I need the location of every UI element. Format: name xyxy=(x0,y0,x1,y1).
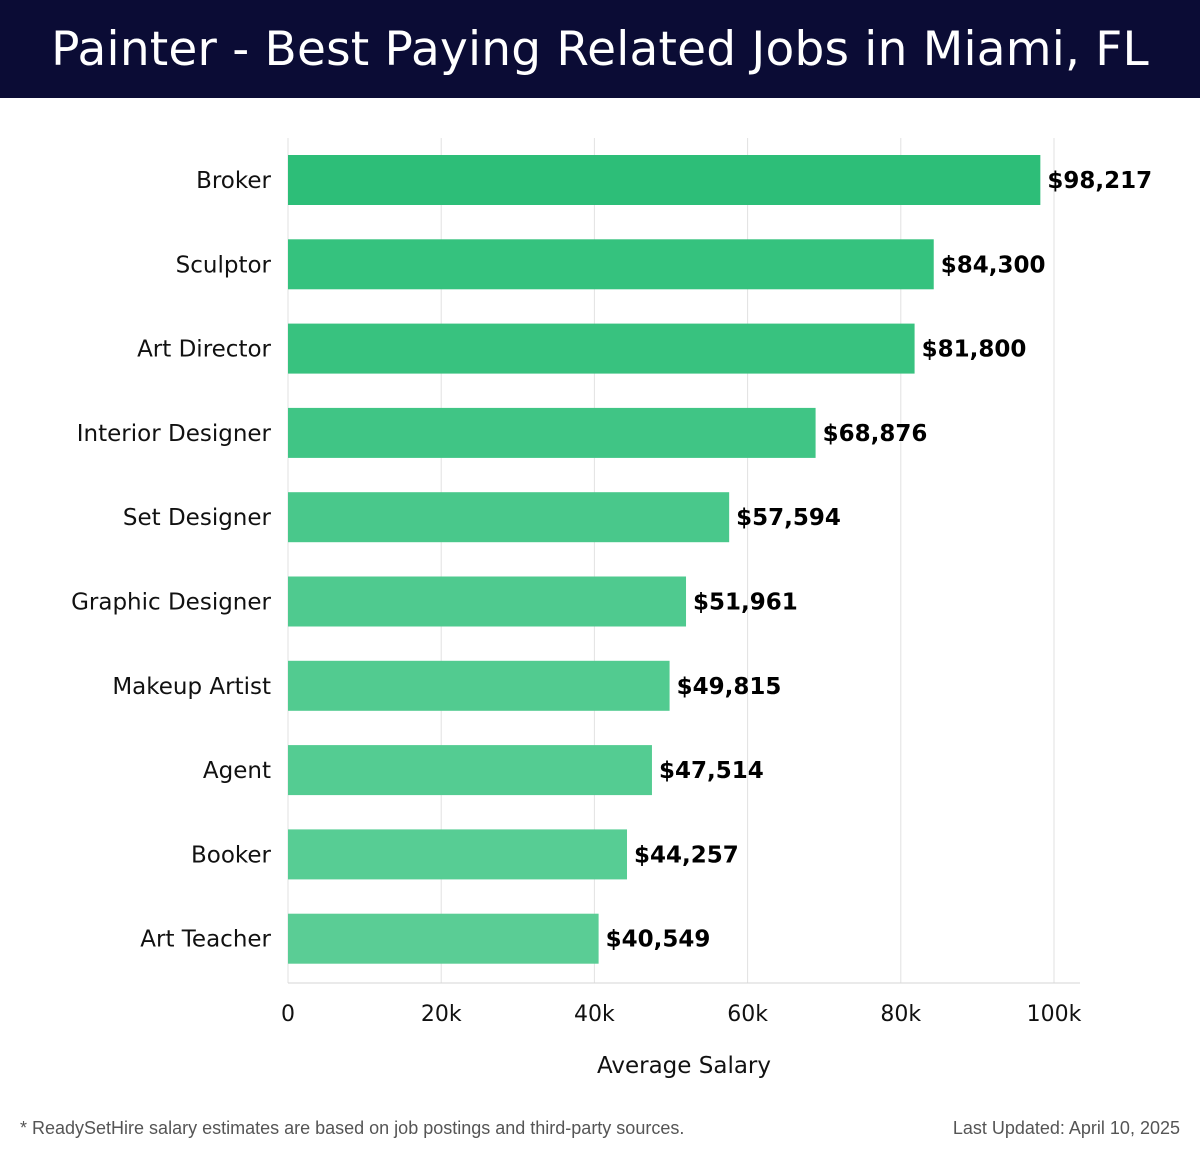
bar-chart: Broker $98,217 Sculptor $84,300 Art Director… xyxy=(71,138,1152,1079)
data-label: $40,549 xyxy=(606,927,711,953)
bar xyxy=(288,660,670,711)
x-tick-label: 60k xyxy=(727,1002,768,1027)
data-label: $81,800 xyxy=(922,337,1027,363)
data-label: $49,815 xyxy=(677,674,782,700)
category-label: Art Teacher xyxy=(140,927,271,953)
title-banner: Painter - Best Paying Related Jobs in Mi… xyxy=(0,0,1200,98)
x-tick-label: 0 xyxy=(281,1002,295,1027)
chart-title: Painter - Best Paying Related Jobs in Mi… xyxy=(51,21,1149,77)
data-label: $68,876 xyxy=(823,421,928,447)
bar xyxy=(288,492,730,543)
bar xyxy=(288,407,816,458)
bar xyxy=(288,745,652,796)
x-axis-title: Average Salary xyxy=(597,1053,771,1079)
data-label: $98,217 xyxy=(1047,168,1152,194)
x-tick-label: 100k xyxy=(1027,1002,1082,1027)
bar xyxy=(288,155,1041,205)
category-label: Makeup Artist xyxy=(112,674,271,700)
category-label: Agent xyxy=(203,758,271,784)
category-label: Set Designer xyxy=(123,505,272,531)
x-tick-label: 40k xyxy=(574,1002,615,1027)
footer-note: * ReadySetHire salary estimates are base… xyxy=(20,1118,685,1138)
category-label: Sculptor xyxy=(176,252,272,278)
bar xyxy=(288,239,934,290)
category-label: Booker xyxy=(191,842,272,868)
category-label: Broker xyxy=(196,168,271,194)
data-label: $44,257 xyxy=(634,842,739,868)
x-tick-label: 20k xyxy=(421,1002,462,1027)
x-tick-label: 80k xyxy=(880,1002,921,1027)
bar xyxy=(288,576,687,627)
category-label: Graphic Designer xyxy=(71,590,271,616)
category-label: Art Director xyxy=(137,337,271,363)
bar xyxy=(288,913,599,964)
last-updated: Last Updated: April 10, 2025 xyxy=(952,1118,1180,1138)
data-label: $51,961 xyxy=(693,590,798,616)
bar xyxy=(288,829,628,880)
bar xyxy=(288,323,915,374)
data-label: $57,594 xyxy=(736,505,841,531)
data-label: $47,514 xyxy=(659,758,764,784)
data-label: $84,300 xyxy=(941,252,1046,278)
category-label: Interior Designer xyxy=(77,421,272,447)
